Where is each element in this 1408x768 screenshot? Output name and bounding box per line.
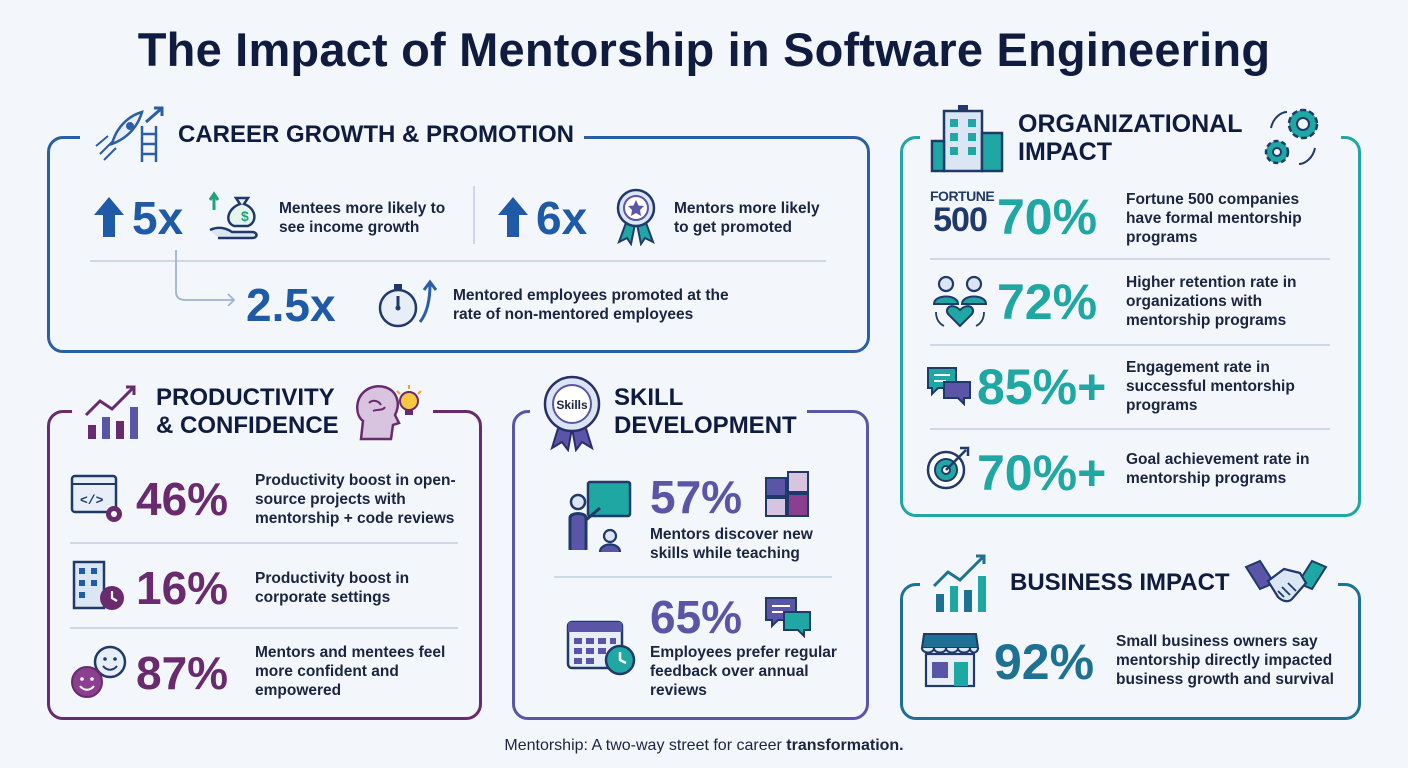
fortune-logo-bottom: 500 xyxy=(933,201,988,239)
smiley-faces-icon xyxy=(71,645,127,698)
org-divider-2 xyxy=(930,344,1330,346)
bar-chart-growth-icon xyxy=(84,385,138,439)
promotion-rate-value: 2.5x xyxy=(246,279,336,331)
office-building-icon xyxy=(930,105,1004,173)
org-divider-3 xyxy=(930,428,1330,430)
retention-value: 72% xyxy=(997,274,1098,330)
stopwatch-icon xyxy=(378,279,438,328)
career-growth-header: CAREER GROWTH & PROMOTION xyxy=(80,104,584,166)
page-title: The Impact of Mentorship in Software Eng… xyxy=(137,23,1271,76)
retention-text: Higher retention rate in organizations w… xyxy=(1126,274,1297,329)
productivity-divider-2 xyxy=(70,627,458,629)
productivity-divider-1 xyxy=(70,542,458,544)
productivity-heading: PRODUCTIVITY & CONFIDENCE xyxy=(156,384,339,439)
engagement-value: 85%+ xyxy=(977,359,1107,415)
productivity-corporate-text: Productivity boost in corporate settings xyxy=(255,570,410,606)
svg-text:</>: </> xyxy=(80,493,104,508)
skills-badge-icon: Skills xyxy=(543,375,601,452)
money-bag-hand-icon: $ xyxy=(208,191,258,240)
rocket-icon xyxy=(95,106,164,162)
productivity-opensource-value: 46% xyxy=(136,473,229,525)
feedback-pref-value: 65% xyxy=(650,591,743,643)
skills-teaching-value: 57% xyxy=(650,471,743,523)
skill-header: Skills SKILL DEVELOPMENT xyxy=(530,372,807,452)
career-growth-heading: CAREER GROWTH & PROMOTION xyxy=(178,121,574,148)
connector-arrow xyxy=(175,250,236,306)
goal-achievement-value: 70%+ xyxy=(977,445,1107,501)
gears-cycle-icon xyxy=(1264,108,1318,165)
goal-achievement-text: Goal achievement rate in mentorship prog… xyxy=(1126,451,1310,487)
fortune-logo-top: FORTUNE xyxy=(930,188,995,204)
small-business-value: 92% xyxy=(994,634,1095,690)
promotion-value: 6x xyxy=(536,192,588,244)
fortune-mentorship-value: 70% xyxy=(997,189,1098,245)
income-growth-text: Mentees more likely to see income growth xyxy=(279,200,446,236)
fortune-mentorship-text: Fortune 500 companies have formal mentor… xyxy=(1126,191,1302,246)
promotion-text: Mentors more likely to get promoted xyxy=(674,200,820,236)
feedback-pref-text: Employees prefer regular feedback over a… xyxy=(650,644,837,699)
confidence-text: Mentors and mentees feel more confident … xyxy=(255,644,446,699)
office-clock-icon xyxy=(72,560,124,610)
fortune-500-logo: FORTUNE 500 xyxy=(930,188,995,239)
up-arrow-icon xyxy=(498,197,528,237)
career-vertical-divider xyxy=(473,186,475,244)
productivity-header: PRODUCTIVITY & CONFIDENCE xyxy=(72,380,433,444)
small-business-text: Small business owners say mentorship dir… xyxy=(1116,633,1334,688)
organizational-header: ORGANIZATIONAL IMPACT xyxy=(920,100,1341,176)
chat-bubbles-icon xyxy=(765,597,811,638)
engagement-text: Engagement rate in successful mentorship… xyxy=(1126,359,1295,414)
confidence-value: 87% xyxy=(136,647,229,699)
income-growth-value: 5x xyxy=(132,192,184,244)
code-window-gear-icon: </> xyxy=(70,474,122,522)
organizational-heading: ORGANIZATIONAL IMPACT xyxy=(1018,110,1243,166)
career-divider xyxy=(90,260,826,262)
footer-emphasis: transformation. xyxy=(786,737,904,754)
business-heading: BUSINESS IMPACT xyxy=(1010,569,1230,596)
chat-messages-icon xyxy=(927,367,971,406)
teacher-board-icon xyxy=(568,480,632,552)
business-header: BUSINESS IMPACT xyxy=(920,548,1338,618)
people-heart-icon xyxy=(932,275,988,328)
skill-divider xyxy=(554,576,832,578)
skill-heading: SKILL DEVELOPMENT xyxy=(614,384,797,439)
handshake-icon xyxy=(1244,559,1328,603)
productivity-corporate-value: 16% xyxy=(136,562,229,614)
skills-teaching-text: Mentors discover new skills while teachi… xyxy=(650,526,813,562)
up-arrow-icon xyxy=(94,197,124,237)
productivity-opensource-text: Productivity boost in open-source projec… xyxy=(255,472,456,527)
footer-tagline: Mentorship: A two-way street for career … xyxy=(0,737,1408,755)
brain-lightbulb-icon xyxy=(355,385,422,441)
puzzle-icon xyxy=(765,471,809,517)
storefront-icon xyxy=(920,633,980,688)
calendar-clock-icon xyxy=(566,620,636,676)
skills-badge-label: Skills xyxy=(556,398,588,412)
svg-text:$: $ xyxy=(241,208,249,224)
org-divider-1 xyxy=(930,258,1330,260)
award-ribbon-icon xyxy=(616,188,656,246)
growth-chart-icon xyxy=(932,554,986,612)
target-icon xyxy=(926,446,970,490)
footer-text: Mentorship: A two-way street for career xyxy=(504,737,782,754)
promotion-rate-text: Mentored employees promoted at the rate … xyxy=(453,287,729,323)
